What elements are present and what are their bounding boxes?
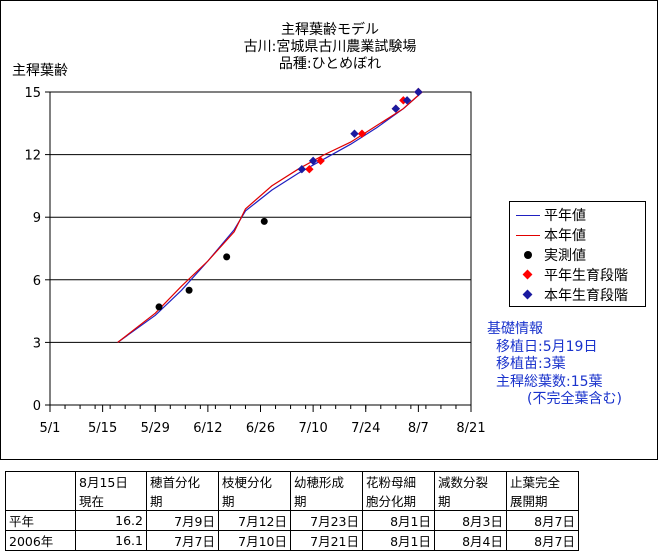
legend-diamond-symbol [522,289,533,300]
legend: 平年値 本年値 実測値 平年生育段階 本年生育段階 [509,201,646,307]
legend-item-heinen: 平年値 [516,205,586,225]
x-tick-label: 7/24 [351,421,380,436]
chart-plot: 0 3 6 9 12 15 5/1 5/15 5/29 6/12 6/26 7/10 7/24 8/7 8/… [24,86,485,436]
legend-item-honnen-stage: 本年生育段階 [516,285,628,305]
y-tick-label: 0 [33,399,41,414]
x-tick-label: 5/15 [88,421,117,436]
table-header-cell: 止葉完全 展開期 [506,471,579,511]
table-cell: 8月7日 [506,530,579,551]
table-row: 平年 16.2 7月9日 7月12日 7月23日 8月1日 8月3日 8月7日 [5,510,579,531]
stage-point [357,129,367,138]
table-row-label: 2006年 [5,530,76,551]
legend-item-honnen: 本年値 [516,225,586,245]
chart-title-line-3: 品種:ひとめぼれ [278,56,382,72]
table-header-cell: 花粉母細 胞分化期 [362,471,435,511]
legend-item-heinen-stage: 平年生育段階 [516,265,628,285]
legend-label: 平年値 [544,208,586,224]
table-cell: 7月7日 [146,530,219,551]
legend-diamond-symbol [522,269,533,280]
info-note: (不完全葉含む) [527,391,622,407]
y-tick-label: 12 [24,149,41,164]
table-cell: 7月9日 [146,510,219,531]
table-cell: 7月23日 [290,510,363,531]
legend-item-measured: 実測値 [516,245,586,265]
table-header-row: 8月15日 現在 穂首分化期 枝梗分化期 幼穂形成期 花粉母細 胞分化期 減数分裂期… [5,471,579,511]
x-tick-label: 5/29 [141,421,170,436]
legend-label: 本年生育段階 [544,288,628,304]
table-header-cell: 8月15日 現在 [75,471,147,511]
stage-point [402,96,412,105]
data-point [185,286,193,294]
legend-dot-symbol [524,251,532,259]
stage-point [297,165,307,174]
y-tick-label: 3 [33,336,41,351]
x-tick-label: 5/1 [40,421,61,436]
y-axis-label: 主稈葉齢 [12,63,68,79]
table-cell: 7月10日 [218,530,291,551]
table-cell: 16.1 [75,530,147,551]
table-cell: 7月12日 [218,510,291,531]
info-transplant-date: 移植日:5月19日 [496,338,598,355]
info-seedling-leaf: 移植苗:3葉 [496,356,566,372]
stage-point [414,87,423,97]
legend-line-symbol [516,235,540,236]
stage-point [308,156,318,166]
legend-line-symbol [516,215,540,216]
series-line [117,91,423,343]
table-cell: 7月21日 [290,530,363,551]
x-tick-label: 8/7 [408,421,429,436]
table-cell: 8月3日 [434,510,507,531]
table-cell: 8月1日 [362,530,435,551]
data-point [223,253,231,261]
data-point [260,217,268,225]
table-row-label: 平年 [5,510,76,531]
table-header-cell: 枝梗分化期 [218,471,291,511]
table-cell: 16.2 [75,510,147,531]
data-point [155,303,163,311]
stage-point [350,129,359,138]
legend-label: 平年生育段階 [544,268,628,284]
table-cell: 8月7日 [506,510,579,531]
legend-label: 本年値 [544,228,586,244]
y-tick-label: 6 [33,274,41,289]
plot-area-border [49,91,472,406]
x-tick-label: 7/10 [299,421,328,436]
chart-title-line-2: 古川:宮城県古川農業試験場 [243,39,417,55]
stage-point [391,104,401,113]
table-header-cell: 幼穂形成期 [290,471,363,511]
info-total-leaves: 主稈総葉数:15葉 [496,373,603,390]
x-tick-label: 6/26 [246,421,275,436]
y-tick-label: 15 [24,86,41,101]
growth-stage-table: 8月15日 現在 穂首分化期 枝梗分化期 幼穂形成期 花粉母細 胞分化期 減数分裂期… [5,471,579,551]
table-header-cell: 減数分裂期 [434,471,507,511]
y-tick-label: 9 [33,211,41,226]
table-row: 2006年 16.1 7月7日 7月10日 7月21日 8月1日 8月4日 8月… [5,530,579,551]
chart-title-line-1: 主稈葉齢モデル [281,22,379,38]
x-tick-label: 8/21 [456,421,485,436]
table-header-cell: 穂首分化期 [146,471,219,511]
legend-label: 実測値 [544,248,586,264]
table-cell: 8月1日 [362,510,435,531]
table-cell: 8月4日 [434,530,507,551]
table-header-cell [5,471,76,511]
stage-point [316,156,325,166]
series-line [117,91,423,343]
info-heading: 基礎情報 [487,321,543,337]
basic-info: 基礎情報 移植日:5月19日 移植苗:3葉 主稈総葉数:15葉 (不完全葉含む) [487,321,622,409]
chart-frame [0,0,658,460]
x-tick-label: 6/12 [193,421,222,436]
stage-point [305,165,314,174]
